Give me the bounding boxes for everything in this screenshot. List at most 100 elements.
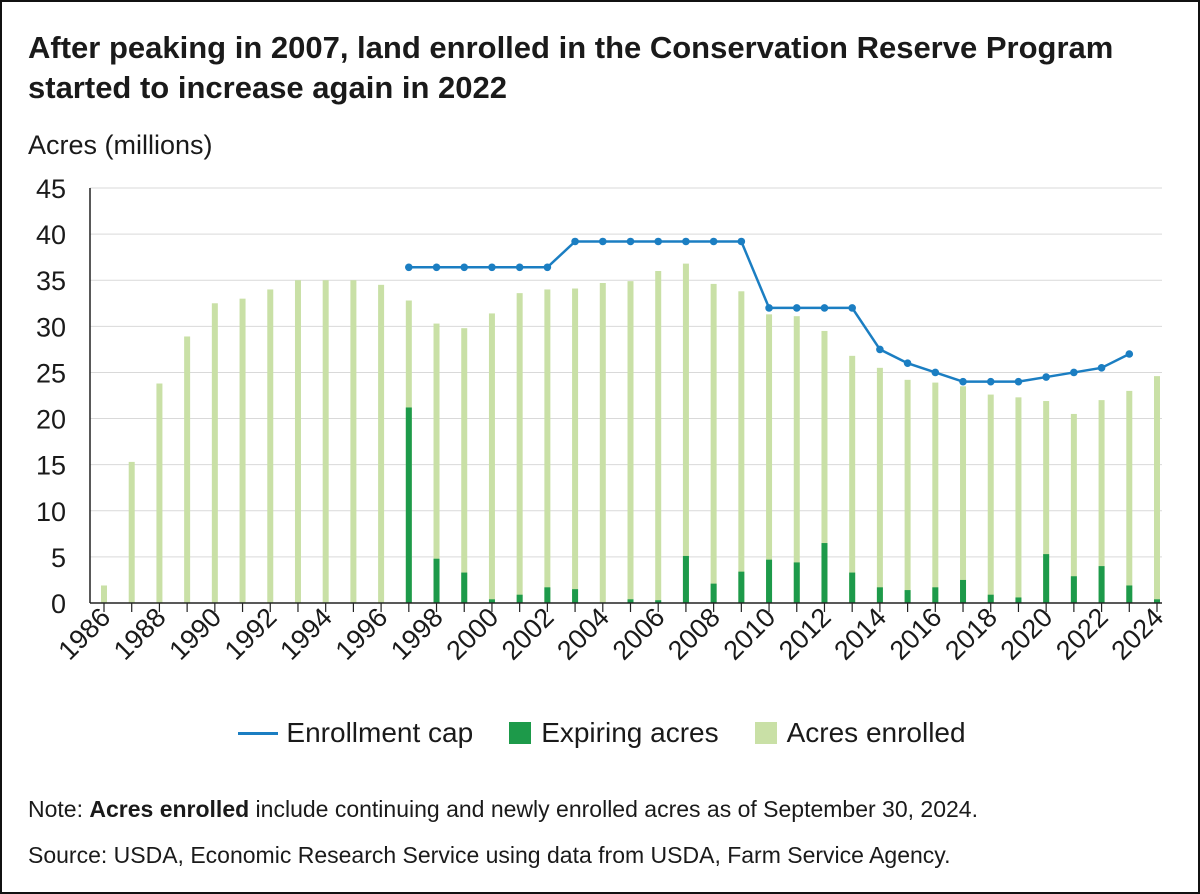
note-bold: Acres enrolled bbox=[89, 796, 250, 822]
y-axis-label: Acres (millions) bbox=[28, 130, 213, 160]
y-tick-label: 5 bbox=[51, 543, 66, 573]
enrollment-cap-point bbox=[1125, 350, 1134, 358]
legend-label-enrollment-cap: Enrollment cap bbox=[286, 717, 474, 748]
bar-acres-enrolled bbox=[294, 280, 301, 603]
bar-expiring-acres bbox=[960, 579, 967, 603]
bar-expiring-acres bbox=[655, 600, 662, 603]
enrollment-cap-point bbox=[1014, 377, 1023, 386]
bar-expiring-acres bbox=[849, 572, 856, 603]
bar-acres-enrolled bbox=[766, 314, 773, 603]
bar-acres-enrolled bbox=[738, 291, 745, 603]
y-tick-label: 30 bbox=[36, 312, 66, 342]
bar-expiring-acres bbox=[1015, 597, 1022, 603]
bar-acres-enrolled bbox=[793, 316, 800, 603]
x-tick-label: 2008 bbox=[662, 602, 726, 666]
enrollment-cap-point bbox=[571, 237, 579, 246]
x-tick-label: 1996 bbox=[330, 602, 394, 666]
chart-note: Note: Acres enrolled include continuing … bbox=[28, 794, 1178, 824]
x-tick-label: 1988 bbox=[108, 602, 172, 666]
bar-acres-enrolled bbox=[101, 585, 107, 603]
x-tick-label: 2010 bbox=[718, 602, 782, 666]
bar-acres-enrolled bbox=[599, 282, 606, 603]
enrollment-cap-point bbox=[543, 263, 552, 272]
bar-expiring-acres bbox=[1070, 576, 1077, 603]
enrollment-cap-point bbox=[876, 345, 884, 354]
bar-expiring-acres bbox=[544, 587, 551, 603]
bar-acres-enrolled bbox=[350, 280, 357, 603]
legend-item-expiring-acres: Expiring acres bbox=[509, 717, 719, 749]
chart-source: Source: USDA, Economic Research Service … bbox=[28, 842, 951, 868]
enrollment-cap-point bbox=[515, 263, 524, 272]
enrollment-cap-point bbox=[903, 359, 912, 368]
bar-acres-enrolled bbox=[378, 284, 385, 603]
y-tick-label: 15 bbox=[36, 451, 66, 481]
enrollment-cap-point bbox=[654, 237, 663, 246]
note-text: include continuing and newly enrolled ac… bbox=[249, 796, 978, 822]
bar-expiring-acres bbox=[1154, 599, 1160, 603]
bar-expiring-acres bbox=[516, 594, 523, 603]
bar-acres-enrolled bbox=[267, 289, 274, 603]
x-tick-label: 1990 bbox=[163, 602, 227, 666]
enrollment-cap-point bbox=[405, 263, 413, 272]
bar-acres-enrolled bbox=[682, 263, 689, 603]
bar-acres-enrolled bbox=[1043, 401, 1050, 603]
legend-swatch-icon bbox=[509, 722, 532, 744]
enrollment-cap-point bbox=[737, 237, 746, 246]
bar-acres-enrolled bbox=[1015, 397, 1022, 603]
bar-expiring-acres bbox=[1043, 554, 1050, 603]
bar-expiring-acres bbox=[821, 543, 828, 603]
enrollment-cap-point bbox=[765, 304, 773, 312]
bar-expiring-acres bbox=[1126, 585, 1133, 603]
y-tick-label: 0 bbox=[51, 589, 66, 619]
enrollment-cap-point bbox=[1070, 368, 1078, 377]
chart-title: After peaking in 2007, land enrolled in … bbox=[28, 30, 1114, 105]
bar-expiring-acres bbox=[572, 589, 579, 603]
enrollment-cap-point bbox=[432, 263, 441, 272]
legend-item-acres-enrolled: Acres enrolled bbox=[754, 717, 966, 749]
bar-expiring-acres bbox=[1098, 566, 1105, 603]
legend-label-expiring-acres: Expiring acres bbox=[541, 717, 719, 748]
bar-acres-enrolled bbox=[461, 328, 468, 603]
bar-acres-enrolled bbox=[516, 293, 523, 603]
bar-acres-enrolled bbox=[627, 281, 634, 603]
bar-acres-enrolled bbox=[960, 386, 967, 603]
x-tick-label: 2012 bbox=[773, 602, 837, 666]
bar-acres-enrolled bbox=[821, 330, 828, 603]
bar-expiring-acres bbox=[766, 559, 773, 603]
legend-line-icon bbox=[238, 731, 279, 735]
x-tick-label: 2018 bbox=[939, 602, 1003, 666]
enrollment-cap-point bbox=[598, 237, 607, 246]
bar-acres-enrolled bbox=[1126, 390, 1133, 603]
bar-acres-enrolled bbox=[488, 313, 495, 603]
y-tick-label: 25 bbox=[36, 358, 66, 388]
bar-expiring-acres bbox=[738, 571, 745, 603]
x-tick-label: 2024 bbox=[1106, 602, 1170, 666]
x-tick-label: 2006 bbox=[607, 602, 671, 666]
y-tick-label: 20 bbox=[36, 405, 66, 435]
legend: Enrollment cap Expiring acres Acres enro… bbox=[2, 717, 1200, 749]
enrollment-cap-point bbox=[682, 237, 690, 246]
x-tick-label: 2004 bbox=[551, 602, 615, 666]
bar-acres-enrolled bbox=[239, 298, 246, 603]
x-tick-label: 2016 bbox=[884, 602, 948, 666]
bar-acres-enrolled bbox=[904, 379, 911, 603]
enrollment-cap-point bbox=[986, 377, 995, 386]
chart-plot: 0510152025303540451986198819901992199419… bbox=[36, 174, 1170, 666]
bar-acres-enrolled bbox=[184, 336, 191, 603]
y-tick-label: 10 bbox=[36, 497, 66, 527]
bar-acres-enrolled bbox=[322, 280, 329, 603]
enrollment-cap-point bbox=[460, 263, 469, 272]
x-tick-label: 2022 bbox=[1050, 602, 1114, 666]
note-prefix: Note: bbox=[28, 796, 83, 822]
bar-expiring-acres bbox=[461, 572, 468, 603]
y-tick-label: 35 bbox=[36, 266, 66, 296]
bar-acres-enrolled bbox=[876, 367, 883, 603]
bar-expiring-acres bbox=[710, 583, 717, 603]
x-tick-label: 2014 bbox=[828, 602, 892, 666]
enrollment-cap-point bbox=[709, 237, 718, 246]
enrollment-cap-point bbox=[848, 304, 856, 312]
legend-swatch-icon bbox=[754, 722, 777, 744]
bar-expiring-acres bbox=[488, 599, 495, 603]
bar-acres-enrolled bbox=[655, 271, 662, 603]
bar-acres-enrolled bbox=[128, 461, 135, 603]
